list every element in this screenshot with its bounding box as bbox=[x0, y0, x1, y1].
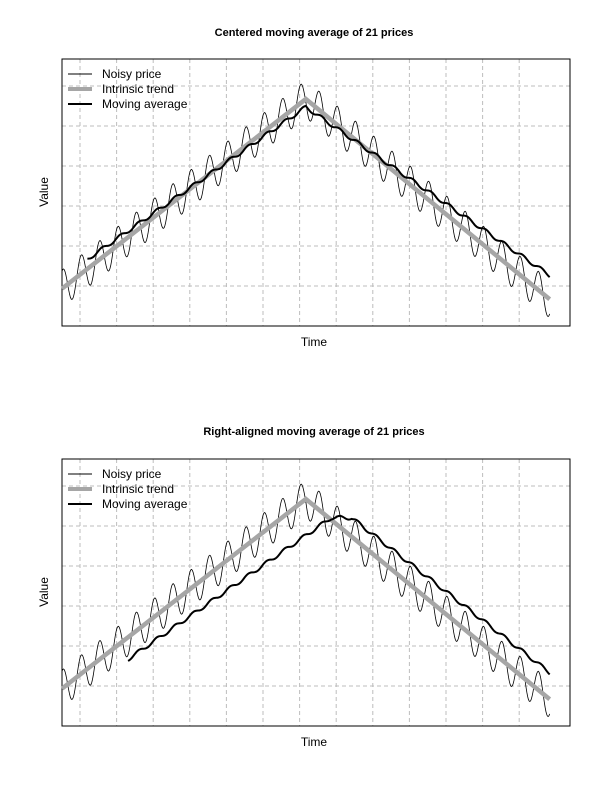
series-line-noisy-price bbox=[61, 83, 551, 318]
legend-label-intrinsic-trend: Intrinsic trend bbox=[102, 482, 174, 496]
chart-title: Right-aligned moving average of 21 price… bbox=[203, 426, 424, 438]
chart-panel-right-aligned: Right-aligned moving average of 21 price… bbox=[37, 426, 571, 749]
x-axis-label: Time bbox=[301, 735, 328, 749]
series-line-intrinsic-trend bbox=[60, 96, 552, 302]
legend-label-intrinsic-trend: Intrinsic trend bbox=[102, 82, 174, 96]
x-axis-label: Time bbox=[301, 335, 328, 349]
y-axis-label: Value bbox=[37, 177, 51, 207]
legend: Noisy price Intrinsic trend Moving avera… bbox=[68, 467, 188, 511]
legend-label-noisy-price: Noisy price bbox=[102, 67, 162, 81]
y-axis-label: Value bbox=[37, 577, 51, 607]
legend-label-moving-average: Moving average bbox=[102, 97, 188, 111]
grid bbox=[62, 59, 570, 326]
legend: Noisy price Intrinsic trend Moving avera… bbox=[68, 67, 188, 111]
series-line-intrinsic-trend bbox=[60, 496, 552, 702]
plot-frame bbox=[61, 58, 571, 327]
series-group bbox=[60, 83, 552, 318]
plot-frame bbox=[61, 458, 571, 727]
series-group bbox=[60, 483, 552, 718]
series-line-moving-average bbox=[87, 104, 551, 278]
chart-title: Centered moving average of 21 prices bbox=[215, 27, 414, 39]
series-line-noisy-price bbox=[61, 483, 551, 718]
chart-panel-centered: Centered moving average of 21 prices Noi… bbox=[37, 27, 571, 349]
series-line-moving-average bbox=[127, 514, 551, 676]
legend-label-noisy-price: Noisy price bbox=[102, 467, 162, 481]
legend-label-moving-average: Moving average bbox=[102, 497, 188, 511]
